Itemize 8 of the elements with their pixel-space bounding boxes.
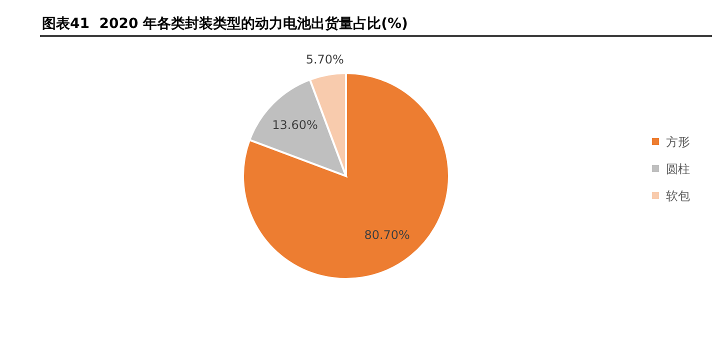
- legend-label: 方形: [666, 135, 690, 149]
- legend-label: 软包: [666, 189, 690, 203]
- data-label: 5.70%: [306, 52, 344, 66]
- data-label: 13.60%: [272, 118, 318, 132]
- legend-label: 圆柱: [666, 162, 690, 176]
- chart-title: 图表41 2020 年各类封装类型的动力电池出货量占比(%): [42, 16, 408, 32]
- data-label: 80.70%: [364, 228, 410, 242]
- pie-slice: [242, 72, 450, 280]
